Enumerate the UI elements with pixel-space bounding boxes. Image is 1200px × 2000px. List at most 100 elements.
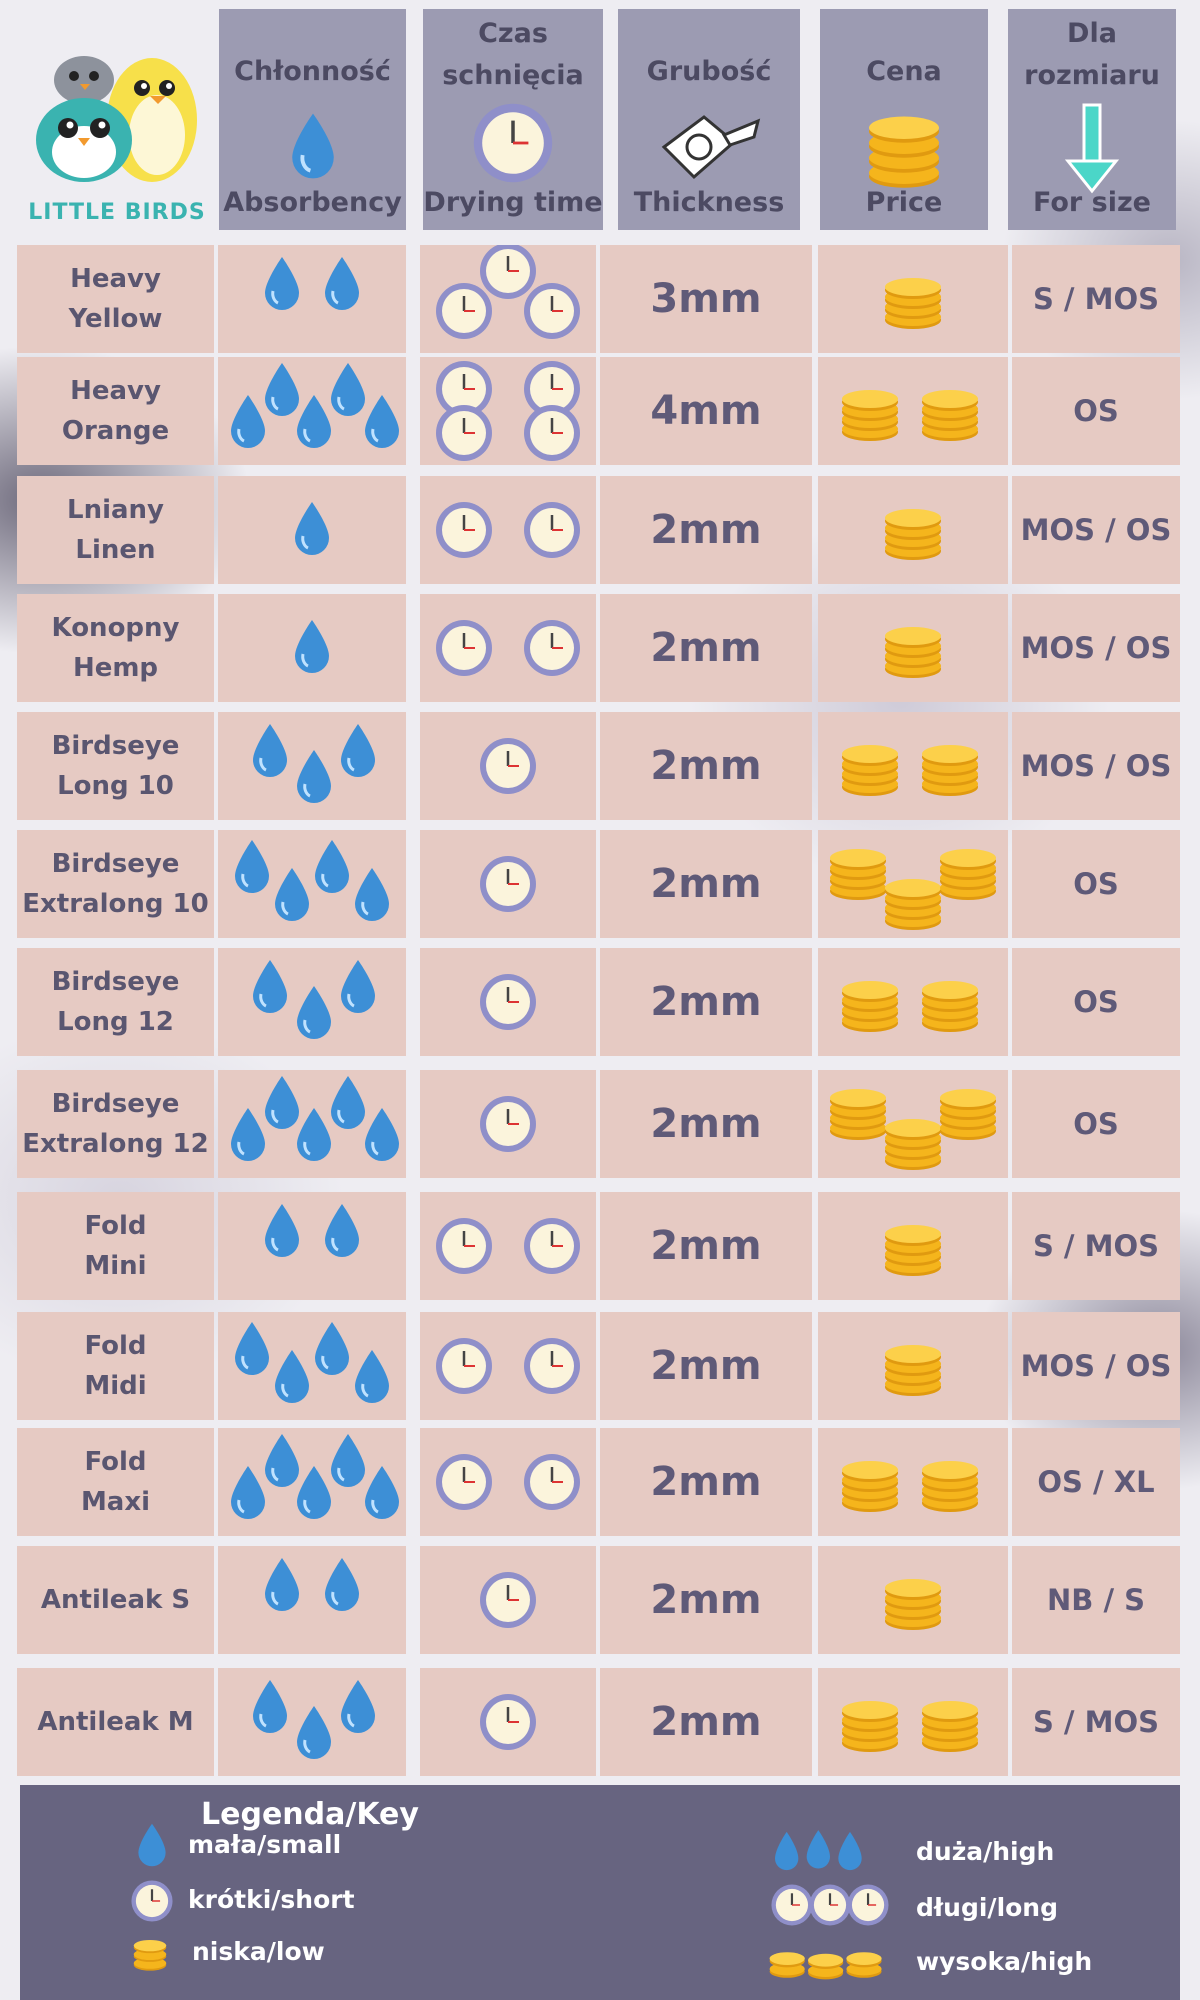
size-value: OS [1012,830,1180,938]
clock-icon [436,620,492,676]
product-name: Birdseye [51,967,180,997]
water-drop-icon [291,113,334,179]
clocks-icon [771,1884,889,1926]
clock-icon [524,283,580,339]
product-name: Fold [84,1211,147,1241]
product-name: Fold [84,1447,147,1477]
header-absorbency-pl: Chłonność [234,56,391,87]
price-rating [830,849,996,930]
price-rating [842,745,978,796]
clock-icon [480,1694,536,1750]
thickness-value: 2mm [600,1070,812,1178]
water-drop-icon [325,1558,359,1611]
price-rating [885,627,941,678]
water-drop-icon [235,1322,269,1375]
water-drops-icon [775,1830,862,1871]
table-row: Heavy Orange 4mm OS [0,357,1200,465]
clock-icon [524,405,580,461]
absorbency-rating [253,960,375,1039]
drying-time-cell [420,1546,596,1654]
absorbency-rating [265,257,359,310]
water-drop-icon [265,1434,299,1487]
water-drop-icon [265,1204,299,1257]
water-drop-icon [325,1204,359,1257]
water-drop-icon [265,363,299,416]
absorbency-rating [235,1322,389,1403]
header-thickness: Grubość Thickness [618,9,800,230]
absorbency-rating [295,620,329,673]
thickness-value: 2mm [600,1668,812,1776]
thickness-value: 2mm [600,1312,812,1420]
thickness-value: 2mm [600,594,812,702]
drying-time-cell [420,594,596,702]
clock-icon [480,974,536,1030]
price-rating [885,278,941,329]
product-name: Birdseye [51,731,180,761]
table-row: Antileak M 2mm S / MOS [0,1668,1200,1776]
thickness-value: 2mm [600,476,812,584]
product-name-cell: Fold Maxi [17,1428,214,1536]
water-drop-icon [365,395,399,448]
table-row: Fold Midi 2mm MOS / OS [0,1312,1200,1420]
size-value: S / MOS [1012,245,1180,353]
absorbency-cell [218,948,406,1056]
product-name: Orange [61,416,170,446]
size-value: OS / XL [1012,1428,1180,1536]
absorbency-cell [218,594,406,702]
water-drop-icon [138,1823,166,1867]
water-drop-icon [235,840,269,893]
water-drop-icon [365,1466,399,1519]
size-value: MOS / OS [1012,712,1180,820]
price-cell [818,830,1008,938]
absorbency-rating [231,1434,399,1519]
birds-logo-icon [36,56,197,182]
water-drop-icon [231,1108,265,1161]
drying-time-rating [436,361,580,461]
clock-icon [436,283,492,339]
legend: Legenda/Key mała/small krótki/short nisk… [20,1785,1180,2000]
product-name: Maxi [80,1487,151,1517]
product-name: Long 12 [57,1007,174,1037]
drying-time-rating [480,1096,536,1152]
product-name: Mini [84,1251,147,1281]
clock-icon [131,1880,173,1922]
drying-time-cell [420,1070,596,1178]
clock-icon [524,620,580,676]
absorbency-rating [295,502,329,555]
water-drop-icon [315,840,349,893]
price-rating [842,981,978,1032]
product-name-cell: Heavy Orange [17,357,214,465]
product-name: Extralong 10 [22,889,209,919]
product-name: Fold [84,1331,147,1361]
absorbency-cell [218,1070,406,1178]
drying-time-cell [420,712,596,820]
drying-time-rating [480,856,536,912]
drying-time-rating [480,1572,536,1628]
brand-logo: LITTLE BIRDS [22,40,212,225]
clock-icon [480,856,536,912]
thickness-value: 2mm [600,1428,812,1536]
clock-icon [436,405,492,461]
product-name: Long 10 [57,771,174,801]
tape-measure-icon [661,115,761,180]
absorbency-cell [218,357,406,465]
coins-icon [869,116,939,188]
product-name: Birdseye [51,849,180,879]
price-cell [818,948,1008,1056]
product-name: Antileak M [37,1707,194,1737]
price-cell [818,594,1008,702]
header-absorbency-en: Absorbency [223,187,402,218]
logo-text: LITTLE BIRDS [28,200,206,225]
legend-short-drying: krótki/short [188,1885,355,1914]
table-row: Fold Maxi 2mm OS / XL [0,1428,1200,1536]
absorbency-cell [218,1312,406,1420]
legend-small-absorbency: mała/small [188,1830,342,1859]
coins-icon [922,981,978,1032]
absorbency-rating [265,1558,359,1611]
size-value: MOS / OS [1012,476,1180,584]
product-name: Birdseye [51,1089,180,1119]
size-value: OS [1012,1070,1180,1178]
coins-icon [842,390,898,441]
price-cell [818,476,1008,584]
product-name-cell: Fold Midi [17,1312,214,1420]
